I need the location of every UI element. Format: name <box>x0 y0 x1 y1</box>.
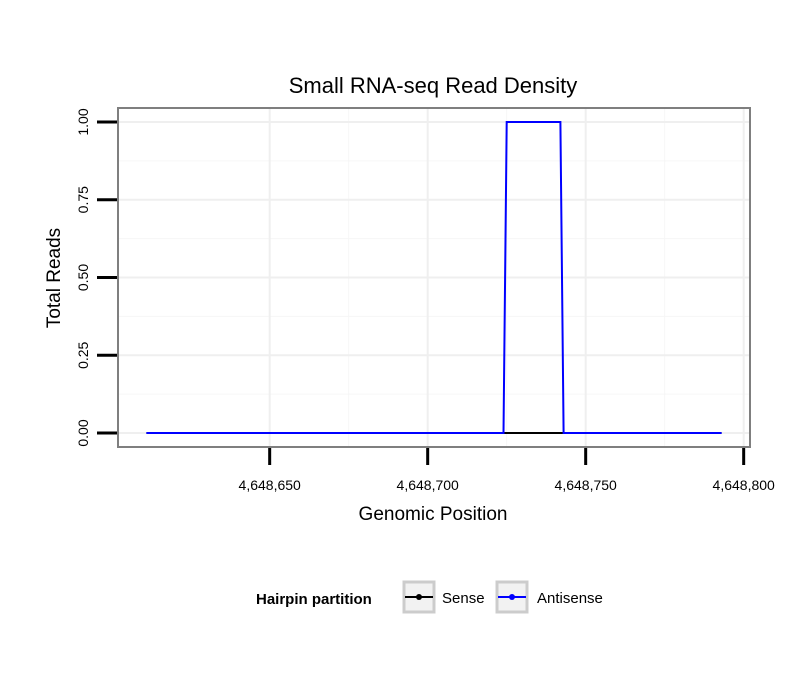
grid <box>118 108 750 447</box>
y-tick-label: 0.00 <box>75 419 91 446</box>
x-tick-label: 4,648,650 <box>239 477 301 493</box>
legend-item-sense: Sense <box>402 580 485 614</box>
chart-title: Small RNA-seq Read Density <box>289 73 578 98</box>
y-tick-label: 0.25 <box>75 341 91 368</box>
y-tick-label: 0.75 <box>75 186 91 213</box>
legend-item-antisense: Antisense <box>495 580 603 614</box>
plot-panel <box>117 107 751 448</box>
series-line-antisense <box>146 121 722 434</box>
x-axis: 4,648,650 4,648,700 4,648,750 4,648,800 <box>239 448 775 493</box>
legend-dot-antisense <box>509 594 515 600</box>
legend-label-sense: Sense <box>442 590 485 607</box>
legend-dot-sense <box>416 594 422 600</box>
y-axis-title: Total Reads <box>44 228 65 328</box>
x-tick-label: 4,648,700 <box>397 477 459 493</box>
series-layer <box>146 121 722 434</box>
x-axis-title: Genomic Position <box>359 504 508 525</box>
x-tick-label: 4,648,800 <box>713 477 775 493</box>
x-tick-label: 4,648,750 <box>555 477 617 493</box>
y-tick-label: 1.00 <box>75 108 91 135</box>
y-tick-label: 0.50 <box>75 264 91 291</box>
legend-title: Hairpin partition <box>256 591 372 608</box>
y-axis: 0.00 0.25 0.50 0.75 1.00 <box>75 108 117 447</box>
legend-label-antisense: Antisense <box>537 590 603 607</box>
legend: Hairpin partition Sense Antisense <box>256 580 603 614</box>
